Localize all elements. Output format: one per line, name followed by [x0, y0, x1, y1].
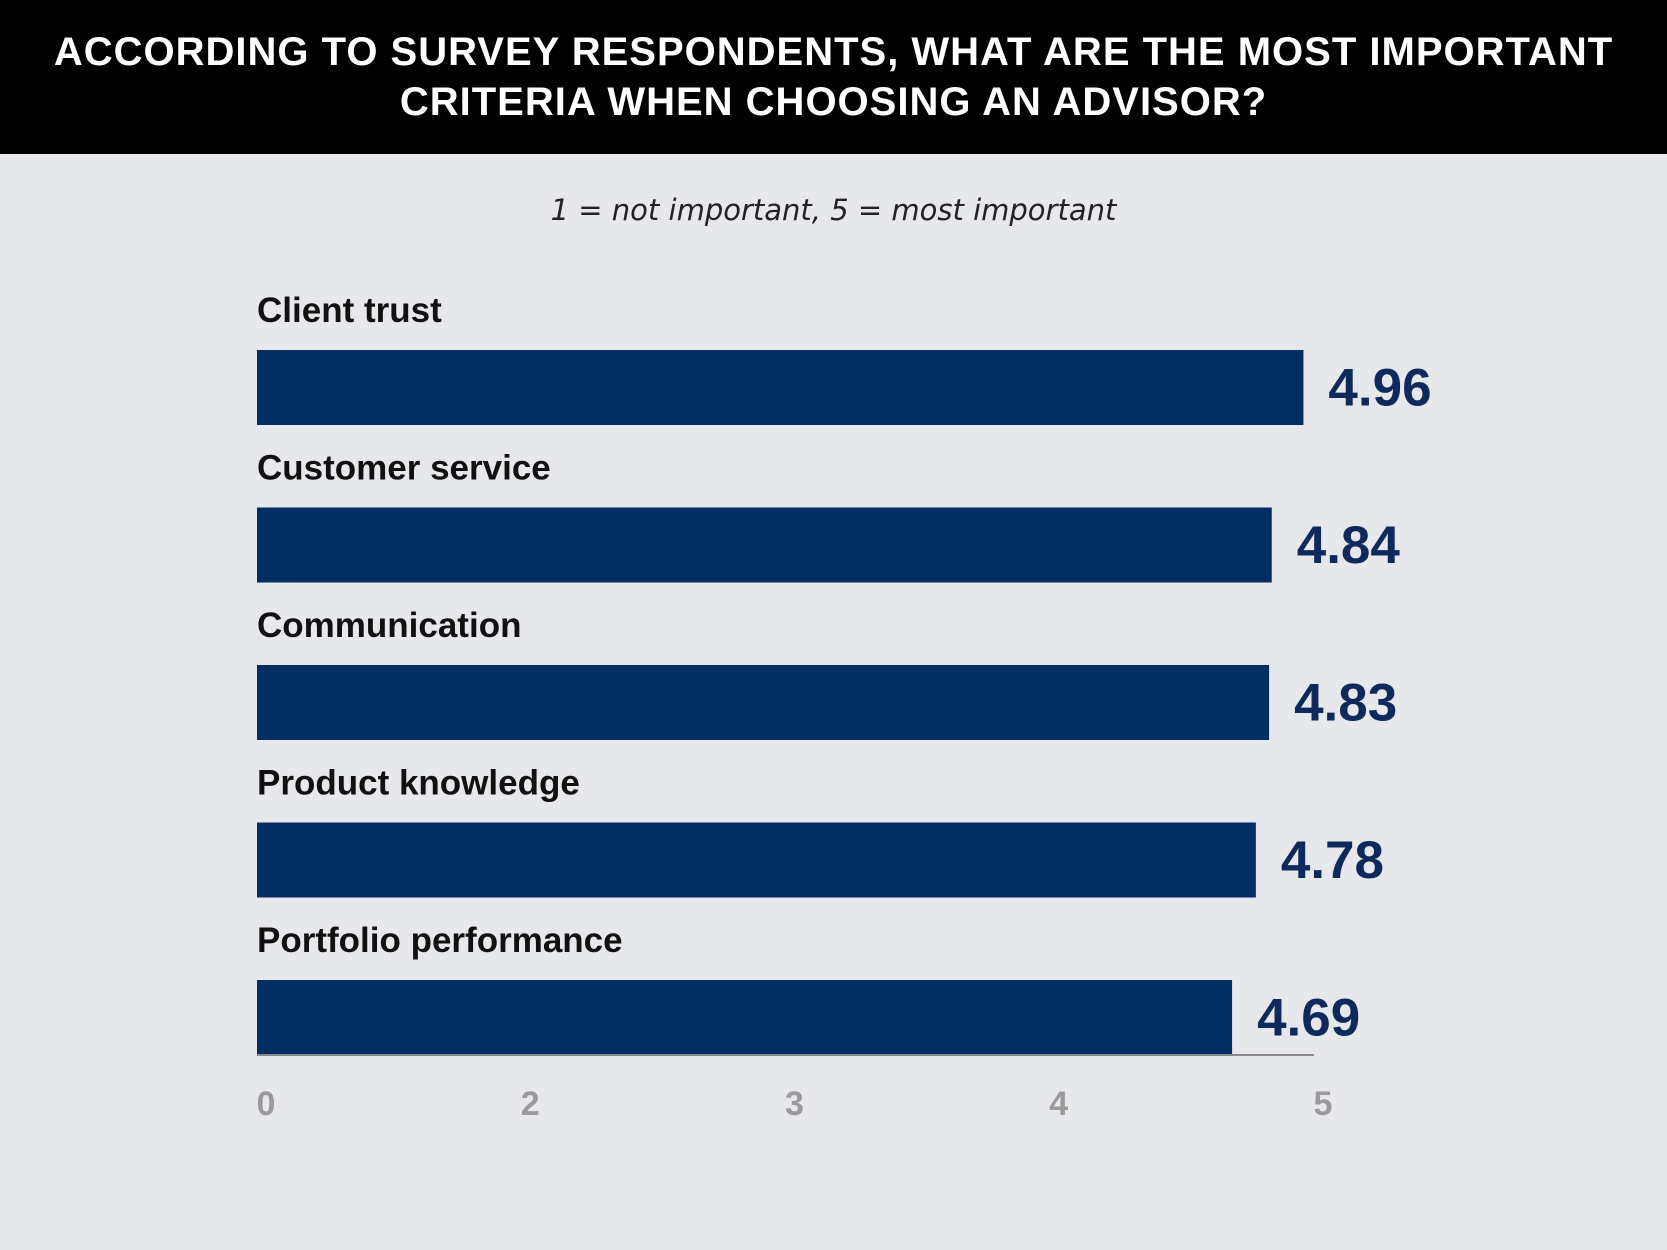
x-tick-label-3: 3: [785, 1085, 804, 1123]
bar-customer-service: [257, 507, 1272, 583]
x-tick-label-2: 2: [521, 1085, 540, 1123]
value-label-client-trust: 4.96: [1328, 359, 1431, 418]
x-tick-label-4: 4: [1049, 1085, 1068, 1123]
bar-product-knowledge: [257, 822, 1256, 898]
value-label-portfolio-performance: 4.69: [1257, 989, 1360, 1048]
category-label-communication: Communication: [257, 606, 521, 645]
bar-communication: [257, 665, 1270, 740]
x-axis: 0 2 3 4 5: [257, 1054, 1333, 1123]
chart-title-line-1: ACCORDING TO SURVEY RESPONDENTS, WHAT AR…: [53, 30, 1614, 74]
chart-subtitle: 1 = not important, 5 = most important: [550, 193, 1117, 227]
x-tick-label-5: 5: [1314, 1085, 1333, 1123]
category-label-customer-service: Customer service: [257, 449, 551, 488]
value-label-communication: 4.83: [1294, 674, 1397, 733]
title-bar: ACCORDING TO SURVEY RESPONDENTS, WHAT AR…: [0, 0, 1667, 154]
chart-title-line-2: CRITERIA WHEN CHOOSING AN ADVISOR?: [399, 80, 1268, 124]
category-label-portfolio-performance: Portfolio performance: [257, 921, 623, 960]
bar-portfolio-performance: [257, 980, 1233, 1055]
category-label-product-knowledge: Product knowledge: [257, 764, 580, 803]
value-label-customer-service: 4.84: [1297, 516, 1401, 575]
category-label-client-trust: Client trust: [257, 291, 442, 330]
x-tick-label-0: 0: [257, 1085, 276, 1123]
bar-client-trust: [257, 350, 1304, 425]
value-label-product-knowledge: 4.78: [1281, 831, 1384, 890]
bars-layer: Client trust 4.96 Customer service 4.84 Comm…: [257, 291, 1432, 1055]
